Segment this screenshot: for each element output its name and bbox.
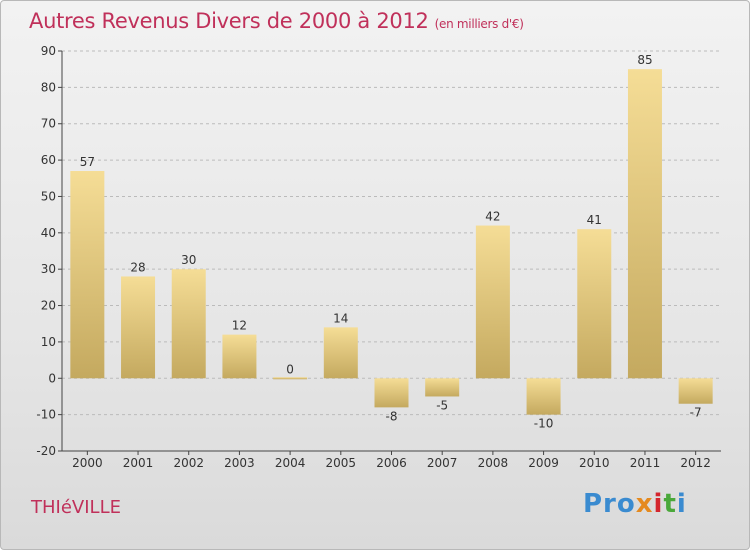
y-tick-label: -10 [36,408,56,422]
x-tick-label: 2000 [72,456,103,470]
y-tick-label: 50 [41,189,56,203]
y-tick-label: 90 [41,44,56,58]
y-tick-label: 60 [41,153,56,167]
bar-2007 [425,378,460,397]
value-label: 30 [181,253,196,267]
bar-2009 [526,378,561,415]
bar-2001 [121,276,156,379]
value-label: -5 [436,398,448,412]
bar-2011 [627,69,662,379]
value-label: -7 [690,406,702,420]
x-tick-label: 2006 [376,456,407,470]
value-label: 42 [485,210,500,224]
logo-part-2: x [635,489,654,519]
chart-title: Autres Revenus Divers de 2000 à 2012 (en … [29,9,524,33]
title-text: Autres Revenus Divers de 2000 à 2012 [29,9,429,33]
y-tick-label: -20 [36,444,56,458]
proxiti-logo: Proxiti [583,489,687,519]
place-name: THIéVILLE [31,497,121,518]
y-tick-label: 70 [41,117,56,131]
x-tick-label: 2005 [326,456,357,470]
value-label: 14 [333,311,348,325]
y-tick-label: 10 [41,335,56,349]
bar-2003 [222,334,257,379]
y-tick-label: 20 [41,299,56,313]
x-tick-label: 2008 [478,456,509,470]
logo-part-4: t [663,489,677,519]
bar-2008 [475,225,510,379]
bar-2002 [171,269,206,379]
value-label: 12 [232,319,247,333]
x-tick-label: 2010 [579,456,610,470]
x-tick-label: 2007 [427,456,458,470]
x-tick-label: 2009 [528,456,559,470]
unit-label: (en milliers d'€) [434,17,524,31]
x-tick-label: 2002 [173,456,204,470]
bar-2004 [273,377,308,380]
bar-2005 [323,327,358,379]
value-label: 28 [130,260,145,274]
x-tick-label: 2012 [680,456,711,470]
logo-part-1: Pro [583,489,636,519]
y-tick-label: 40 [41,226,56,240]
value-label: 57 [80,155,95,169]
logo-part-3: i [653,489,664,519]
x-tick-label: 2003 [224,456,255,470]
value-label: 41 [587,213,602,227]
logo-part-5: i [676,489,687,519]
x-tick-label: 2001 [123,456,154,470]
bar-2006 [374,378,409,408]
value-label: -10 [534,417,554,431]
bar-2010 [577,229,612,379]
value-label: 0 [286,362,294,376]
y-tick-label: 0 [48,371,56,385]
value-label: -8 [386,409,398,423]
y-tick-label: 30 [41,262,56,276]
x-tick-label: 2004 [275,456,306,470]
bar-2012 [678,378,713,404]
y-tick-label: 80 [41,80,56,94]
x-tick-label: 2011 [630,456,661,470]
bar-2000 [70,171,105,379]
value-label: 85 [637,53,652,67]
